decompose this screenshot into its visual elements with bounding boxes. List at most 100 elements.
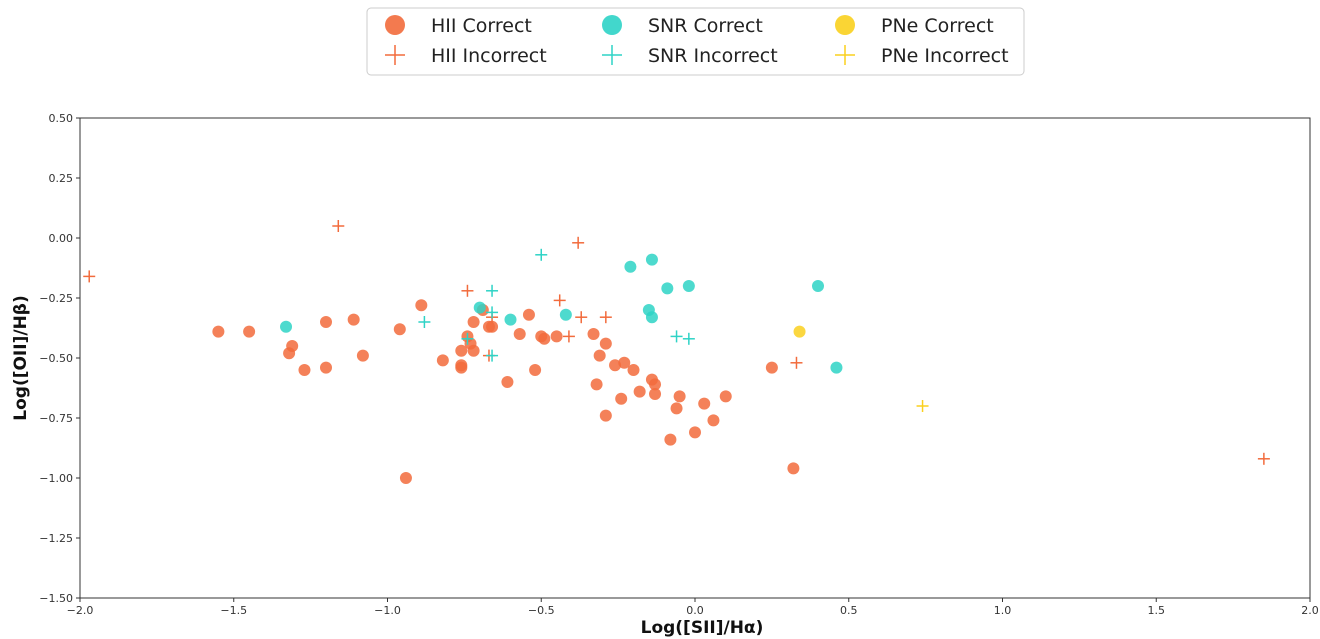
- legend-label: SNR Incorrect: [648, 45, 778, 67]
- hii-incorrect-point: [562, 330, 575, 343]
- hii-incorrect-point: [572, 236, 585, 249]
- legend-label: HII Incorrect: [431, 45, 547, 67]
- hii-correct-point: [633, 385, 646, 398]
- hii-incorrect-point: [461, 284, 474, 297]
- hii-incorrect-point: [332, 220, 345, 232]
- x-tick-label: −0.5: [528, 604, 555, 617]
- legend-item-pne-correct: PNe Correct: [835, 15, 994, 37]
- snr-incorrect-point: [682, 332, 695, 345]
- y-axis-ticks: 0.50 0.25 0.00 −0.25 −0.50 −0.75 −1.00 −1.25 −1.…: [39, 112, 80, 605]
- snr-correct-point: [812, 280, 824, 292]
- y-tick-label: −1.00: [39, 472, 73, 485]
- y-tick-label: 0.00: [49, 232, 74, 245]
- x-tick-label: 2.0: [1301, 604, 1319, 617]
- hii-correct-point: [347, 313, 360, 326]
- hii-correct-point: [415, 299, 428, 312]
- legend-item-snr-correct: SNR Correct: [602, 15, 763, 37]
- hii-incorrect-point: [575, 311, 588, 324]
- y-tick-label: −1.50: [39, 592, 73, 605]
- legend-label: HII Correct: [431, 15, 532, 37]
- snr-correct-point: [830, 361, 843, 374]
- snr-correct-point: [645, 253, 658, 266]
- hii-correct-point: [787, 462, 800, 475]
- hii-incorrect-point: [599, 311, 612, 324]
- pne-incorrect-point: [916, 400, 929, 412]
- x-tick-label: −1.5: [220, 604, 247, 617]
- pne-correct-point: [793, 325, 806, 338]
- hii-correct-point: [673, 390, 686, 403]
- snr-correct-point: [645, 311, 658, 324]
- hii-incorrect-point: [790, 356, 803, 369]
- snr-correct-point: [280, 320, 293, 333]
- hii-correct-point: [436, 354, 449, 367]
- snr-incorrect-point: [418, 316, 431, 328]
- y-tick-label: 0.25: [49, 172, 74, 185]
- hii-correct-point: [320, 316, 332, 328]
- hii-correct-point: [599, 409, 612, 422]
- hii-correct-point: [765, 361, 778, 374]
- x-axis-ticks: −2.0 −1.5 −1.0 −0.5 0.0 0.5 1.0 1.5 2.0: [67, 598, 1319, 617]
- x-tick-label: −1.0: [374, 604, 401, 617]
- snr-correct-point: [559, 308, 572, 321]
- hii-correct-point: [513, 328, 526, 340]
- hii-correct-point: [670, 402, 683, 415]
- legend-label: SNR Correct: [648, 15, 763, 37]
- hii-correct-point: [298, 364, 311, 376]
- y-tick-label: 0.50: [49, 112, 74, 125]
- snr-incorrect-point: [486, 284, 499, 297]
- hii-correct-point: [501, 376, 514, 388]
- hii-correct-point: [590, 378, 603, 391]
- hii-correct-point: [615, 392, 628, 405]
- legend: HII Correct HII Incorrect SNR Correct SNR I…: [366, 7, 1025, 76]
- hii-correct-point: [467, 316, 480, 328]
- y-tick-label: −0.50: [39, 352, 73, 365]
- legend-item-pne-incorrect: PNe Incorrect: [835, 45, 1009, 67]
- y-tick-label: −1.25: [39, 532, 73, 545]
- hii-incorrect-point: [553, 294, 566, 307]
- y-axis-label: Log([OII]/Hβ): [11, 295, 31, 420]
- snr-incorrect-point: [535, 248, 548, 261]
- hii-correct-point: [283, 347, 296, 360]
- x-tick-label: −2.0: [67, 604, 94, 617]
- hii-correct-point: [649, 378, 662, 391]
- hii-incorrect-point: [1257, 452, 1270, 465]
- hii-correct-point: [455, 359, 468, 372]
- hii-correct-point: [538, 332, 551, 345]
- hii-correct-point: [664, 433, 677, 446]
- snr-correct-point: [624, 260, 637, 273]
- snr-correct-point: [661, 282, 674, 295]
- hii-correct-point: [719, 390, 732, 403]
- legend-marker-plus: [835, 45, 855, 65]
- snr-incorrect-point: [461, 332, 474, 345]
- legend-label: PNe Incorrect: [881, 45, 1009, 67]
- legend-marker-circle: [385, 15, 405, 35]
- legend-marker-plus: [602, 45, 622, 65]
- hii-correct-point: [467, 344, 480, 357]
- legend-marker-plus: [385, 45, 405, 65]
- hii-incorrect-point: [83, 270, 96, 283]
- hii-correct-point: [587, 328, 600, 340]
- y-tick-label: −0.25: [39, 292, 73, 305]
- snr-incorrect-point: [486, 349, 499, 362]
- hii-correct-point: [320, 361, 332, 374]
- hii-correct-point: [689, 426, 701, 439]
- x-tick-label: 1.5: [1148, 604, 1166, 617]
- snr-incorrect-point: [486, 306, 499, 319]
- legend-box: [366, 7, 1025, 76]
- x-axis-label: Log([SII]/Hα): [641, 618, 764, 638]
- hii-correct-point: [212, 325, 225, 338]
- x-tick-label: 0.0: [686, 604, 704, 617]
- legend-item-snr-incorrect: SNR Incorrect: [602, 45, 778, 67]
- hii-correct-point: [550, 330, 563, 343]
- snr-correct-point: [682, 280, 695, 292]
- plot-border: [79, 117, 1311, 599]
- legend-marker-circle: [835, 15, 855, 35]
- snr-incorrect-point: [670, 330, 683, 343]
- hii-correct-point: [707, 414, 720, 427]
- hii-correct-point: [649, 388, 662, 400]
- hii-correct-point: [399, 472, 412, 484]
- hii-correct-point: [393, 323, 406, 336]
- hii-correct-point: [486, 320, 499, 333]
- x-tick-label: 0.5: [840, 604, 858, 617]
